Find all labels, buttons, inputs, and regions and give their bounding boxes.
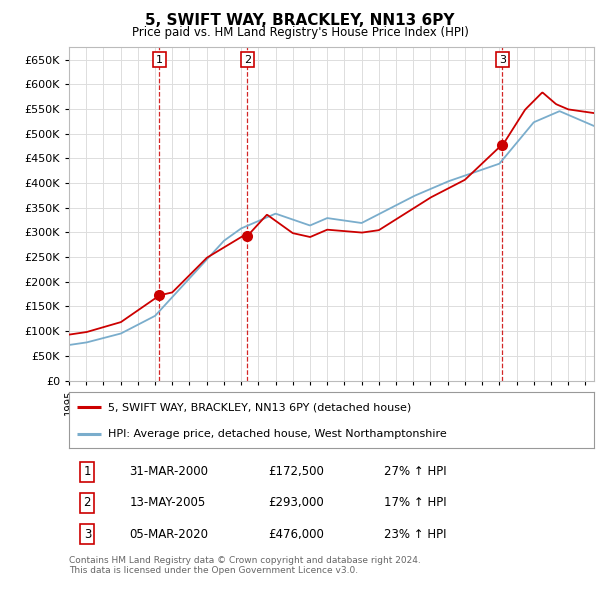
Text: 2: 2 — [83, 496, 91, 510]
Text: 1: 1 — [156, 54, 163, 64]
Text: HPI: Average price, detached house, West Northamptonshire: HPI: Average price, detached house, West… — [109, 430, 447, 440]
Text: 3: 3 — [499, 54, 506, 64]
Text: 1: 1 — [83, 466, 91, 478]
Text: 31-MAR-2000: 31-MAR-2000 — [130, 466, 208, 478]
Text: 2: 2 — [244, 54, 251, 64]
Text: 23% ↑ HPI: 23% ↑ HPI — [384, 527, 446, 540]
Text: 5, SWIFT WAY, BRACKLEY, NN13 6PY: 5, SWIFT WAY, BRACKLEY, NN13 6PY — [145, 13, 455, 28]
Text: 13-MAY-2005: 13-MAY-2005 — [130, 496, 206, 510]
Text: 3: 3 — [83, 527, 91, 540]
Text: £293,000: £293,000 — [269, 496, 324, 510]
Text: £476,000: £476,000 — [269, 527, 325, 540]
Text: 27% ↑ HPI: 27% ↑ HPI — [384, 466, 446, 478]
Text: 5, SWIFT WAY, BRACKLEY, NN13 6PY (detached house): 5, SWIFT WAY, BRACKLEY, NN13 6PY (detach… — [109, 402, 412, 412]
Text: Price paid vs. HM Land Registry's House Price Index (HPI): Price paid vs. HM Land Registry's House … — [131, 26, 469, 39]
Text: Contains HM Land Registry data © Crown copyright and database right 2024.
This d: Contains HM Land Registry data © Crown c… — [69, 556, 421, 575]
Text: 17% ↑ HPI: 17% ↑ HPI — [384, 496, 446, 510]
Text: 05-MAR-2020: 05-MAR-2020 — [130, 527, 208, 540]
Text: £172,500: £172,500 — [269, 466, 325, 478]
